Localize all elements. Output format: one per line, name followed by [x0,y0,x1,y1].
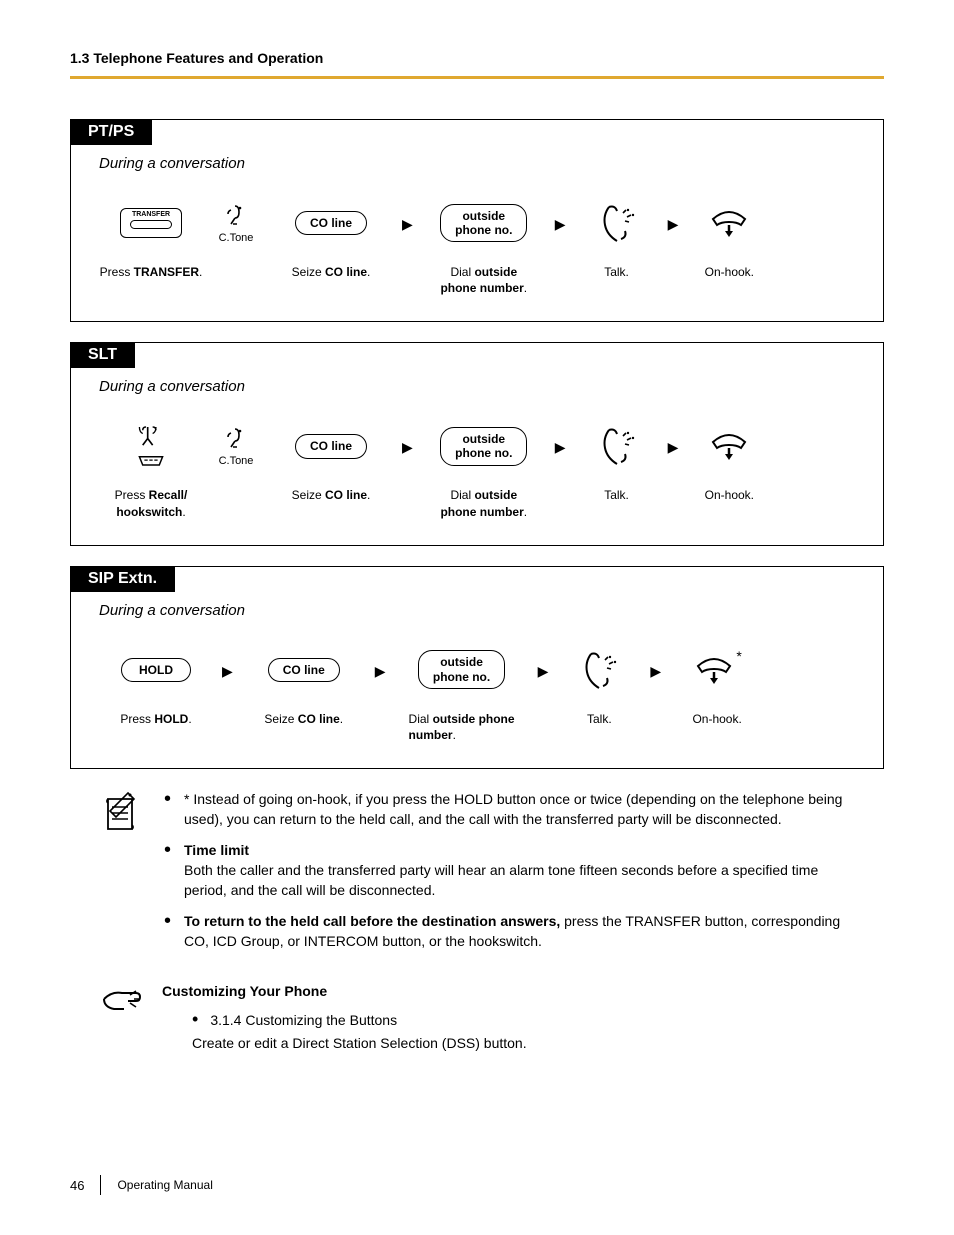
arrow-icon: ▶ [662,439,685,456]
note-item: * Instead of going on-hook, if you press… [160,789,854,830]
manual-name: Operating Manual [117,1178,212,1192]
confirmation-tone-icon: C.Tone [219,415,254,477]
talk-icon [593,192,641,254]
talk-icon [575,639,623,701]
step-label: Talk. [604,487,629,503]
step-label: Seize CO line. [264,711,343,727]
procedure-ptps: PT/PS During a conversation TRANSFER Pre… [70,119,884,322]
transfer-button-icon: TRANSFER [120,208,182,238]
tab-sip: SIP Extn. [70,566,175,592]
step-label: On-hook. [705,487,754,503]
outside-phone-button-icon: outside phone no. [418,650,505,689]
outside-phone-button-icon: outside phone no. [440,427,527,466]
arrow-icon: ▶ [549,439,572,456]
step-label: Press HOLD. [120,711,191,727]
arrow-icon: ▶ [396,439,419,456]
customizing-item: 3.1.4 Customizing the ButtonsCreate or e… [192,1006,527,1054]
step-label: Dial outsidephone number. [440,487,527,519]
note-icon [100,789,140,961]
procedure-slt: SLT During a conversation Press Recall/h… [70,342,884,545]
procedure-sip: SIP Extn. During a conversation HOLD Pre… [70,566,884,769]
co-line-button-icon: CO line [295,434,367,458]
condition-text: During a conversation [99,602,883,619]
step-label: Press TRANSFER. [100,264,203,280]
notes-section: * Instead of going on-hook, if you press… [100,789,884,961]
on-hook-icon [705,415,753,477]
step-label: Press Recall/hookswitch. [115,487,188,519]
asterisk-icon: * [736,648,741,664]
arrow-icon: ▶ [216,663,239,680]
arrow-icon: ▶ [532,663,555,680]
page-footer: 46 Operating Manual [70,1175,213,1195]
co-line-button-icon: CO line [295,211,367,235]
step-label: Dial outsidephone number. [440,264,527,296]
note-item: Time limitBoth the caller and the transf… [160,840,854,901]
customizing-title: Customizing Your Phone [162,981,527,1002]
step-label: Seize CO line. [292,487,371,503]
step-label: Talk. [587,711,612,727]
talk-icon [593,415,641,477]
page-number: 46 [70,1178,84,1193]
section-header: 1.3 Telephone Features and Operation [70,50,884,66]
customizing-section: Customizing Your Phone 3.1.4 Customizing… [100,981,884,1054]
confirmation-tone-icon: C.Tone [219,192,254,254]
step-label: Seize CO line. [292,264,371,280]
tab-slt: SLT [70,342,135,368]
condition-text: During a conversation [99,155,883,172]
arrow-icon: ▶ [369,663,392,680]
outside-phone-button-icon: outside phone no. [440,204,527,243]
arrow-icon: ▶ [549,216,572,233]
step-label: On-hook. [692,711,741,727]
co-line-button-icon: CO line [268,658,340,682]
arrow-icon: ▶ [396,216,419,233]
arrow-icon: ▶ [644,663,667,680]
note-item: To return to the held call before the de… [160,911,854,952]
step-label: Talk. [604,264,629,280]
hold-button-icon: HOLD [121,658,191,682]
arrow-icon: ▶ [662,216,685,233]
condition-text: During a conversation [99,378,883,395]
on-hook-icon: * [690,639,743,701]
on-hook-icon [705,192,753,254]
step-label: Dial outside phonenumber. [409,711,515,743]
step-label: On-hook. [705,264,754,280]
header-rule [70,76,884,79]
pointing-hand-icon [100,981,144,1054]
hookswitch-icon [127,415,175,477]
tab-ptps: PT/PS [70,119,152,145]
